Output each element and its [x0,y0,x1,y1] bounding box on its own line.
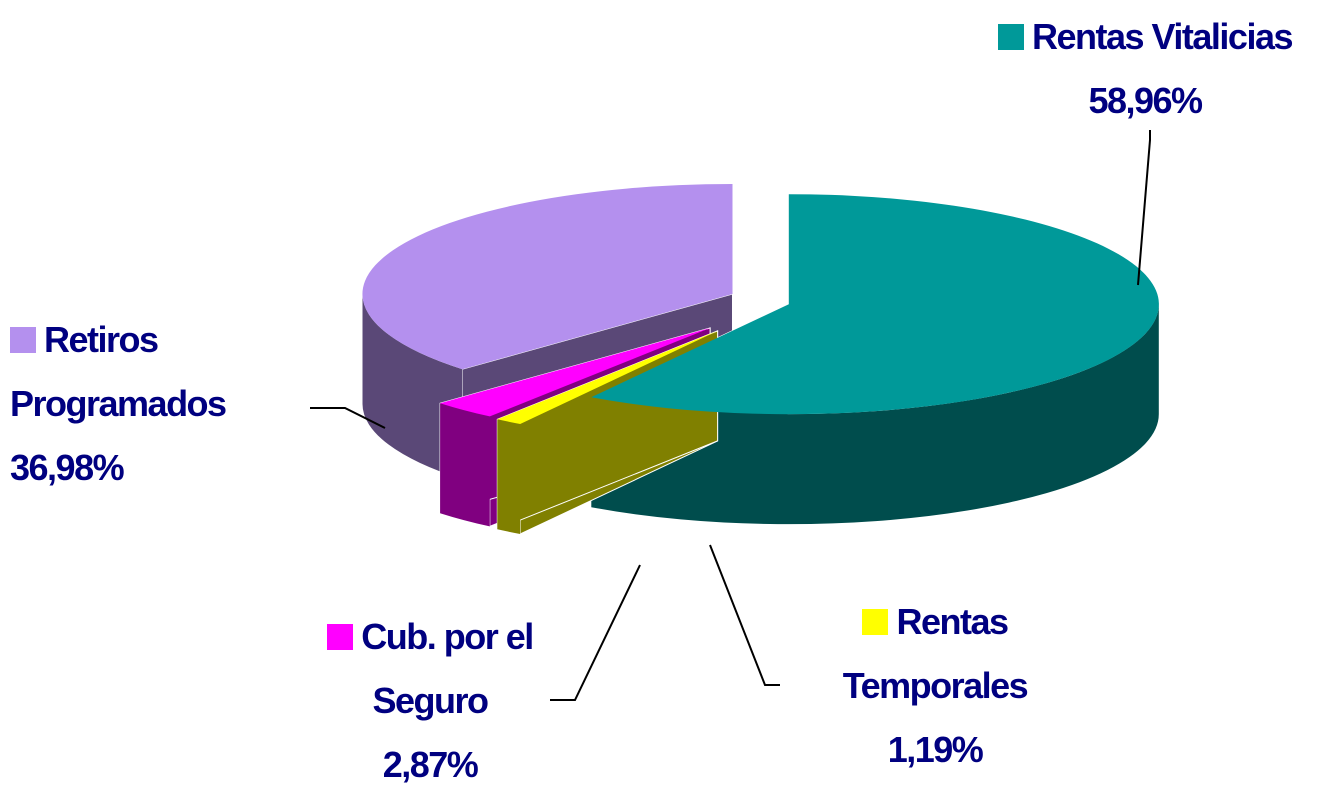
category-label: Retiros Programados [10,319,227,424]
slice-label: Retiros Programados 36,98% [10,308,310,500]
category-label: Rentas Vitalicias [1032,16,1294,57]
leader-lines [310,130,1151,701]
slice [591,194,1159,415]
value-label: 2,87% [382,744,479,785]
legend-key [998,24,1024,50]
leader-line [709,544,780,686]
category-label: Cub. por el Seguro [361,616,534,721]
slice [440,328,711,417]
value-label: 1,19% [887,729,984,770]
slice [497,330,718,424]
slice-wall [497,419,521,534]
value-label: 36,98% [10,447,125,488]
leader-line [310,407,386,429]
slice-label: Rentas Vitalicias 58,96% [975,5,1315,133]
slice [362,184,733,370]
slices [362,184,1159,535]
legend-key [10,327,36,353]
slice-wall [591,304,1159,525]
legend-key [862,609,889,635]
category-label: Rentas Temporales [842,601,1029,706]
slice-label: Cub. por el Seguro 2,87% [300,605,560,787]
value-label: 58,96% [1088,80,1203,121]
legend-key [327,624,354,650]
slice-wall [362,294,463,480]
slice-label: Rentas Temporales 1,19% [790,590,1080,782]
leader-line [1137,130,1151,286]
slice-wall [440,403,490,527]
leader-line [550,564,641,701]
